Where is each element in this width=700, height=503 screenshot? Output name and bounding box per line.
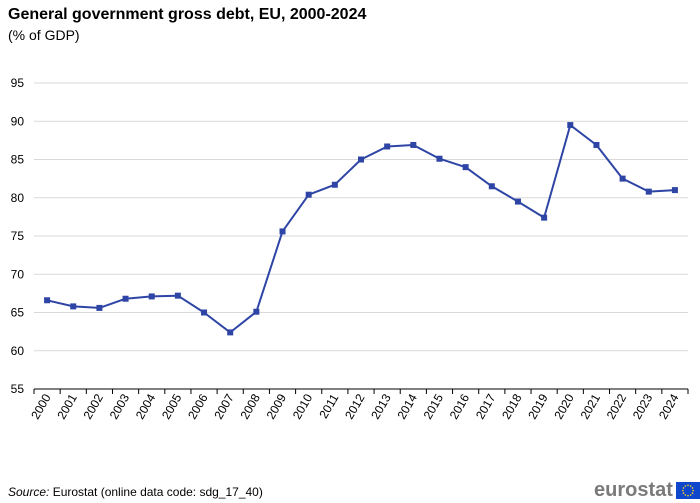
x-tick-label-2002: 2002: [81, 391, 107, 421]
y-tick-label-90: 90: [11, 114, 25, 128]
eu-flag-icon: [675, 482, 700, 499]
chart-subtitle: (% of GDP): [8, 27, 80, 43]
logo-wordmark: eurostat: [594, 479, 673, 501]
x-tick-label-2001: 2001: [54, 391, 80, 421]
x-tick-label-2011: 2011: [316, 391, 341, 421]
x-tick-label-2013: 2013: [368, 391, 394, 421]
x-tick-label-2006: 2006: [185, 391, 211, 421]
x-tick-label-2016: 2016: [447, 391, 473, 421]
data-point-2024: [671, 187, 678, 194]
x-tick-label-2004: 2004: [133, 391, 159, 421]
x-tick-label-2009: 2009: [264, 391, 290, 421]
data-point-2009: [279, 228, 286, 235]
data-point-2004: [148, 293, 155, 300]
gridlines: [34, 82, 688, 352]
x-tick-label-2007: 2007: [211, 391, 237, 421]
x-tick-label-2000: 2000: [28, 391, 54, 421]
data-point-2022: [619, 175, 626, 182]
flag-star: [684, 494, 687, 496]
x-tick-label-2010: 2010: [290, 391, 316, 421]
y-tick-label-95: 95: [11, 76, 25, 90]
source-text: Eurostat (online data code: sdg_17_40): [49, 485, 263, 499]
flag-star: [682, 492, 685, 494]
data-point-2010: [305, 191, 312, 198]
flag-star: [691, 492, 694, 494]
y-tick-label-55: 55: [11, 382, 25, 396]
flag-star: [689, 494, 692, 496]
data-point-2018: [514, 198, 521, 205]
y-tick-label-80: 80: [11, 191, 25, 205]
x-tick-label-2008: 2008: [237, 391, 263, 421]
chart-title: General government gross debt, EU, 2000-…: [8, 6, 367, 23]
x-tick-label-2020: 2020: [551, 391, 577, 421]
flag-star: [687, 484, 689, 487]
flag-star: [689, 485, 692, 487]
eurostat-logo: eurostat: [594, 479, 700, 502]
data-point-2019: [541, 214, 548, 221]
data-point-2014: [410, 141, 417, 148]
data-point-2007: [227, 329, 234, 336]
x-tick-label-2017: 2017: [473, 391, 499, 421]
y-tick-label-60: 60: [11, 344, 25, 358]
x-tick-label-2012: 2012: [342, 391, 368, 421]
data-point-2015: [436, 155, 443, 162]
data-point-2023: [645, 188, 652, 195]
data-point-2008: [253, 308, 260, 315]
x-tick-label-2021: 2021: [578, 391, 604, 421]
x-tick-label-2024: 2024: [656, 391, 682, 421]
y-tick-label-70: 70: [11, 267, 25, 281]
data-point-2012: [358, 156, 364, 163]
data-point-2013: [384, 143, 391, 150]
data-point-2005: [174, 292, 181, 299]
flag-star: [691, 487, 694, 489]
flag-star: [687, 494, 689, 497]
source-note: Source: Eurostat (online data code: sdg_…: [8, 485, 263, 499]
flag-star: [681, 489, 684, 492]
data-point-2011: [331, 181, 338, 188]
x-tick-label-2005: 2005: [159, 391, 185, 421]
data-point-2000: [44, 297, 51, 304]
x-tick-label-2018: 2018: [499, 391, 525, 421]
x-tick-label-2022: 2022: [604, 391, 630, 421]
data-point-2020: [567, 122, 574, 129]
data-point-2017: [488, 183, 495, 190]
flag-star: [682, 487, 685, 489]
y-tick-label-85: 85: [11, 153, 25, 167]
data-point-2002: [96, 304, 103, 311]
source-label: Source:: [8, 485, 50, 499]
x-tick-label-2023: 2023: [630, 391, 656, 421]
y-tick-label-65: 65: [11, 306, 25, 320]
data-point-2003: [122, 295, 129, 302]
series-line: [46, 124, 675, 334]
flag-star: [692, 489, 694, 492]
data-point-2016: [462, 164, 469, 171]
flag-star: [684, 485, 687, 487]
data-point-2006: [201, 309, 208, 316]
x-tick-label-2003: 2003: [107, 391, 133, 421]
data-point-2001: [70, 303, 77, 310]
y-tick-label-75: 75: [11, 229, 25, 243]
x-tick-label-2019: 2019: [525, 391, 551, 421]
data-point-2021: [593, 141, 600, 148]
x-tick-label-2015: 2015: [421, 391, 447, 421]
x-tick-label-2014: 2014: [394, 391, 420, 421]
series-debt: [44, 122, 678, 336]
